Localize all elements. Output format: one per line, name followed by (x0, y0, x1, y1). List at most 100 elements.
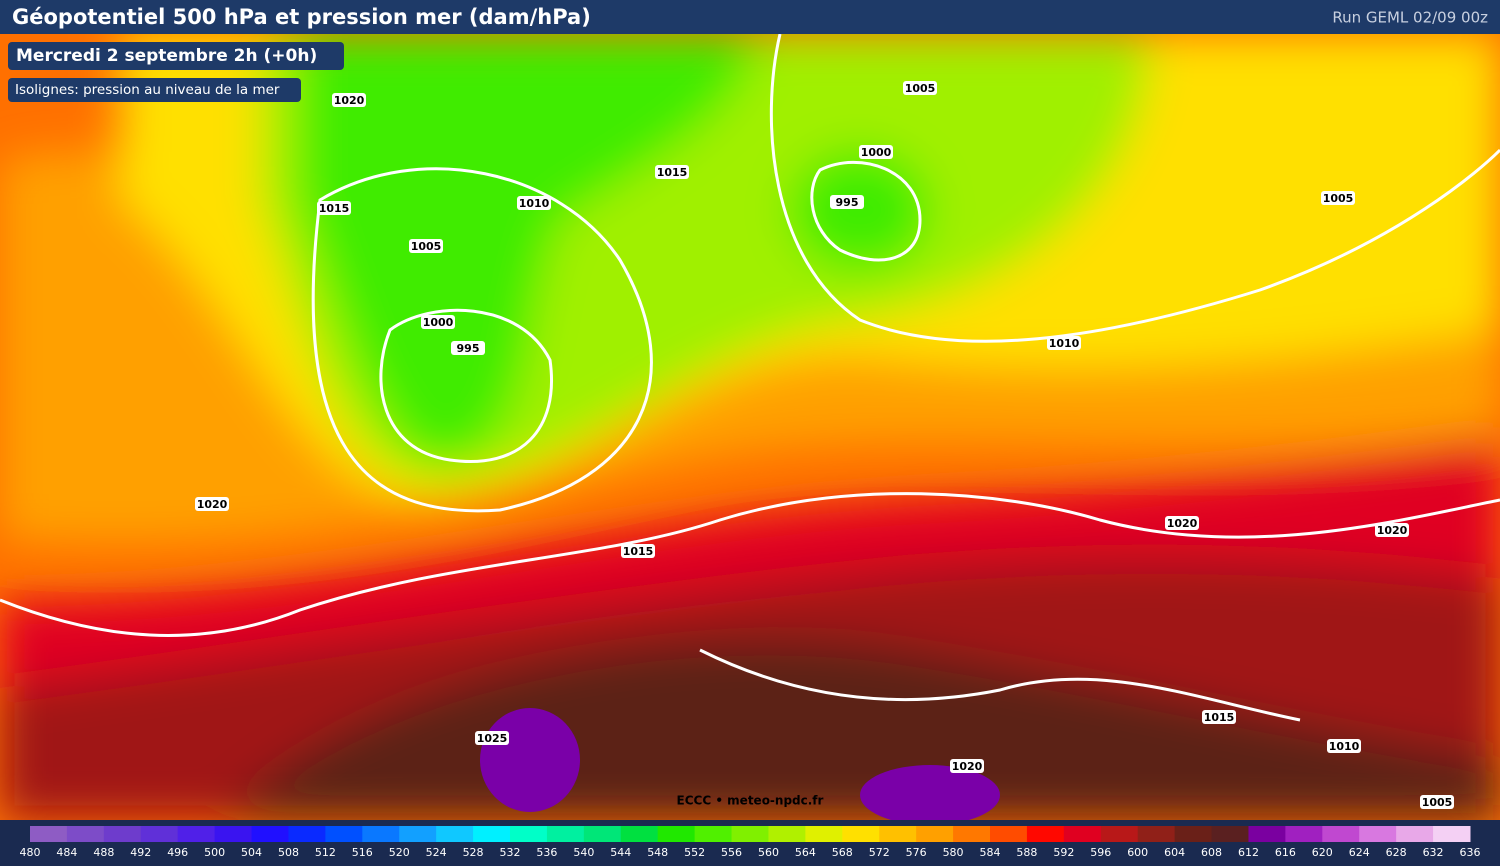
isobar-label-bg (859, 145, 893, 159)
isobar-label-bg (655, 165, 689, 179)
isobar-label-bg (195, 497, 229, 511)
colorbar-swatch (768, 826, 806, 842)
colorbar-swatch (436, 826, 474, 842)
isobar-label: 1000 (423, 316, 454, 329)
colorbar-swatch (177, 826, 216, 842)
colorbar-label: 636 (1460, 846, 1481, 859)
colorbar-label: 612 (1238, 846, 1259, 859)
isobar-label-bg (1202, 710, 1236, 724)
colorbar-label: 536 (536, 846, 557, 859)
colorbar-label: 560 (758, 846, 779, 859)
colorbar-label: 592 (1053, 846, 1074, 859)
isobar-label: 1010 (519, 197, 550, 210)
isobar-label: 1005 (411, 240, 442, 253)
colorbar-label: 540 (573, 846, 594, 859)
colorbar-label: 528 (463, 846, 484, 859)
colorbar-label: 584 (980, 846, 1001, 859)
colorbar-swatch (140, 826, 179, 842)
colorbar-swatch (1359, 826, 1397, 842)
colorbar-label: 500 (204, 846, 225, 859)
colorbar-label: 544 (610, 846, 631, 859)
isobar-label: 995 (836, 196, 859, 209)
colorbar-swatch (1026, 826, 1065, 842)
colorbar-swatch (583, 826, 622, 842)
isobar-label: 1005 (1422, 796, 1453, 809)
isobar-label: 1015 (1204, 711, 1235, 724)
colorbar-label: 556 (721, 846, 742, 859)
isobar-label-bg (475, 731, 509, 745)
isobar-label: 1020 (1167, 517, 1198, 530)
isobar-label-bg (317, 201, 351, 215)
isobar-label: 1015 (657, 166, 688, 179)
colorbar-label: 624 (1349, 846, 1370, 859)
colorbar-swatch (510, 826, 548, 842)
colorbar-swatch (325, 826, 363, 842)
colorbar-swatch (1211, 826, 1249, 842)
colorbar-label: 524 (426, 846, 447, 859)
colorbar-swatch (103, 826, 142, 842)
colorbar-swatch (842, 826, 880, 842)
colorbar-label: 628 (1386, 846, 1407, 859)
isobar-label: 1010 (1049, 337, 1080, 350)
isobar-label-bg (421, 315, 455, 329)
colorbar-label: 580 (943, 846, 964, 859)
colorbar-label: 588 (1016, 846, 1037, 859)
colorbar-label: 520 (389, 846, 410, 859)
isolines-label: Isolignes: pression au niveau de la mer (15, 82, 280, 98)
colorbar-swatch (694, 826, 733, 842)
colorbar-label: 484 (56, 846, 77, 859)
isobar-label: 1005 (1323, 192, 1354, 205)
isobar-label: 1020 (197, 498, 228, 511)
colorbar-swatch (1174, 826, 1213, 842)
colorbar-label: 620 (1312, 846, 1333, 859)
colorbar-label: 532 (500, 846, 521, 859)
isobar-label-bg (409, 239, 443, 253)
colorbar-swatch (1063, 826, 1102, 842)
colorbar-label: 604 (1164, 846, 1185, 859)
isobar-label-bg (950, 759, 984, 773)
isobar-label: 1015 (319, 202, 350, 215)
colorbar-label: 516 (352, 846, 373, 859)
header-bar (0, 0, 1500, 34)
isobar-label-bg (1327, 739, 1361, 753)
date-badge (8, 42, 344, 70)
field (0, 34, 1500, 825)
isobar-label-bg (451, 341, 485, 355)
isobar-label: 1015 (623, 545, 654, 558)
colorbar-label: 512 (315, 846, 336, 859)
isobar-label: 1000 (861, 146, 892, 159)
colorbar-swatch (30, 826, 68, 842)
colorbar-swatch (1433, 826, 1471, 842)
colorbar-swatch (657, 826, 696, 842)
colorbar-label: 576 (906, 846, 927, 859)
colorbar-swatch (916, 826, 954, 842)
colorbar-swatch (805, 826, 843, 842)
isobar-lines (0, 33, 1500, 722)
colorbar-swatch (1396, 826, 1434, 842)
colorbar-label: 496 (167, 846, 188, 859)
colorbar-label: 632 (1423, 846, 1444, 859)
colorbar-label: 568 (832, 846, 853, 859)
colorbar-swatch (473, 826, 511, 842)
isobar-label-bg (903, 81, 937, 95)
colorbar-label: 480 (20, 846, 41, 859)
colorbar-label: 552 (684, 846, 705, 859)
isobar-label: 1020 (334, 94, 365, 107)
colorbar-label: 572 (869, 846, 890, 859)
colorbar-swatch (1248, 826, 1286, 842)
colorbar-label: 596 (1090, 846, 1111, 859)
isobar-label-bg (1375, 523, 1409, 537)
credit: ECCC • meteo-npdc.fr (677, 794, 824, 808)
isobar-label-bg (1047, 336, 1081, 350)
colorbar-swatch (1100, 826, 1139, 842)
run-label: Run GEML 02/09 00z (1332, 9, 1488, 27)
isobar-label: 1020 (952, 760, 983, 773)
colorbar-swatch (288, 826, 326, 842)
colorbar-swatch (1137, 826, 1176, 842)
colorbar-label: 508 (278, 846, 299, 859)
isobar-label: 995 (457, 342, 480, 355)
isobar-label-bg (1321, 191, 1355, 205)
isobar-label: 1005 (905, 82, 936, 95)
colorbar-swatch (953, 826, 991, 842)
